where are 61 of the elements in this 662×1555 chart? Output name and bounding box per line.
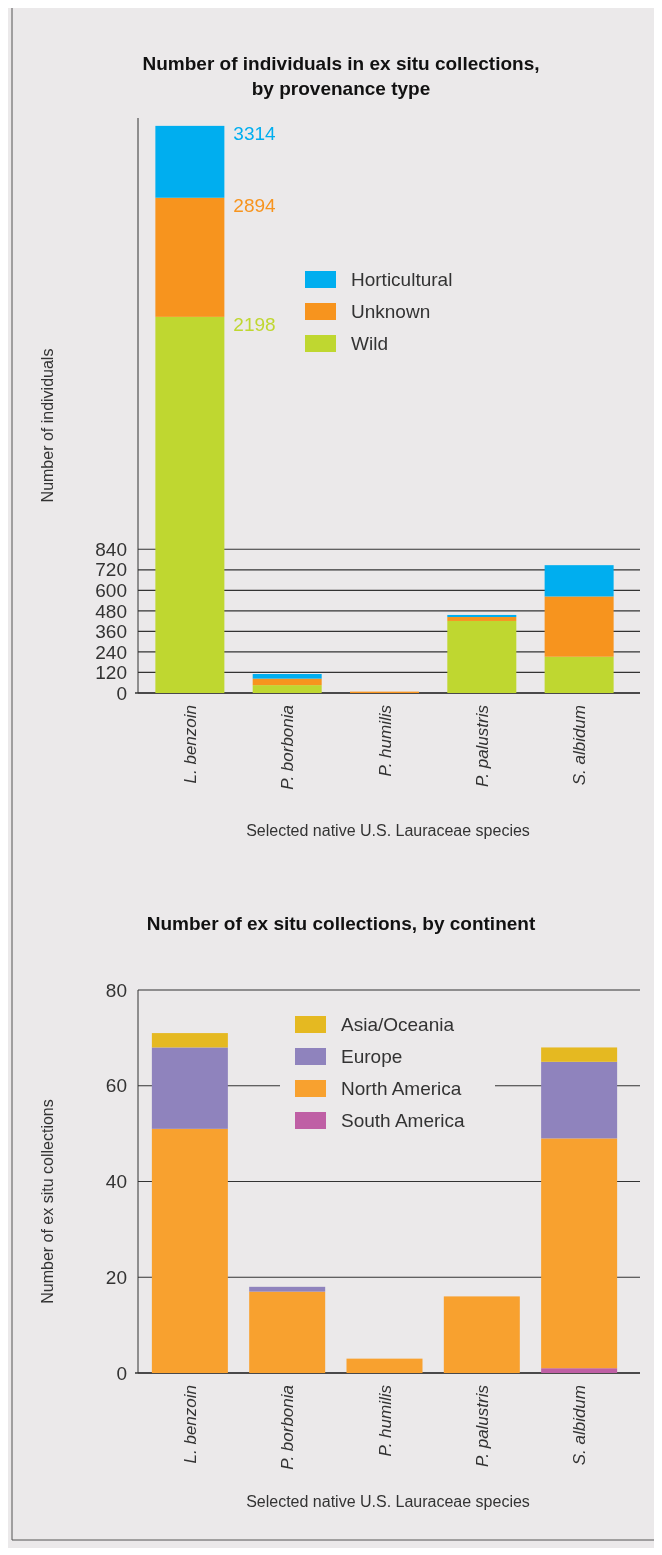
bar <box>544 656 614 693</box>
legend-label: Unknown <box>351 300 431 322</box>
x-axis-title: Selected native U.S. Lauraceae species <box>246 822 530 839</box>
x-tick-label: P. humilis <box>375 1384 395 1457</box>
y-axis-title: Number of ex situ collections <box>39 1099 56 1304</box>
x-tick-label: L. benzoin <box>180 1385 200 1464</box>
x-tick-label: P. palustris <box>472 1384 492 1467</box>
y-tick-label: 120 <box>95 662 127 684</box>
y-tick-label: 480 <box>95 600 127 622</box>
y-tick-label: 40 <box>105 1171 127 1193</box>
y-tick-label: 60 <box>105 1075 127 1097</box>
x-axis-title: Selected native U.S. Lauraceae species <box>246 1493 530 1510</box>
bar <box>544 565 614 597</box>
legend-label: Wild <box>351 332 388 354</box>
legend-label: Asia/Oceania <box>341 1013 455 1035</box>
x-tick-label: L. benzoin <box>180 705 200 784</box>
x-tick-label: P. humilis <box>375 704 395 777</box>
bar <box>443 1296 520 1373</box>
annotation: 2198 <box>233 314 276 336</box>
y-tick-label: 0 <box>116 682 127 704</box>
bar <box>346 1358 423 1373</box>
bar <box>447 617 517 621</box>
bar <box>544 596 614 657</box>
bar <box>541 1368 618 1373</box>
bar <box>155 125 225 198</box>
chart-title: Number of ex situ collections, by continent <box>146 913 536 934</box>
y-tick-label: 80 <box>105 979 127 1001</box>
bar <box>155 316 225 693</box>
bar <box>249 1291 326 1373</box>
bar <box>252 674 322 679</box>
legend-label: South America <box>341 1109 465 1131</box>
bar <box>252 678 322 686</box>
y-tick-label: 20 <box>105 1266 127 1288</box>
chart-title: Number of individuals in ex situ collections, by provenance type <box>142 53 540 99</box>
bar <box>151 1047 228 1129</box>
bar <box>151 1128 228 1373</box>
annotation: 3314 <box>233 123 277 145</box>
bar <box>151 1033 228 1048</box>
bar <box>541 1047 618 1062</box>
x-tick-label: S. albidum <box>570 705 590 786</box>
x-tick-label: P. palustris <box>472 704 492 787</box>
y-tick-label: 240 <box>95 641 127 663</box>
y-tick-label: 840 <box>95 538 127 560</box>
bar <box>249 1286 326 1292</box>
legend-label: Europe <box>341 1045 403 1067</box>
x-tick-label: S. albidum <box>570 1385 590 1466</box>
y-tick-label: 720 <box>95 559 127 581</box>
bar <box>541 1138 618 1369</box>
bar <box>252 685 322 693</box>
x-tick-label: P. borbonia <box>278 705 298 790</box>
bar <box>541 1061 618 1139</box>
y-tick-label: 360 <box>95 621 127 643</box>
y-tick-label: 600 <box>95 579 127 601</box>
bar <box>447 620 517 693</box>
annotation: 2894 <box>233 195 277 216</box>
legend-label: Horticultural <box>351 268 453 290</box>
bar <box>155 197 225 317</box>
legend-label: North America <box>341 1077 462 1099</box>
y-tick-label: 0 <box>116 1362 127 1384</box>
y-axis-title: Number of individuals <box>39 348 56 503</box>
x-tick-label: P. borbonia <box>278 1385 298 1470</box>
